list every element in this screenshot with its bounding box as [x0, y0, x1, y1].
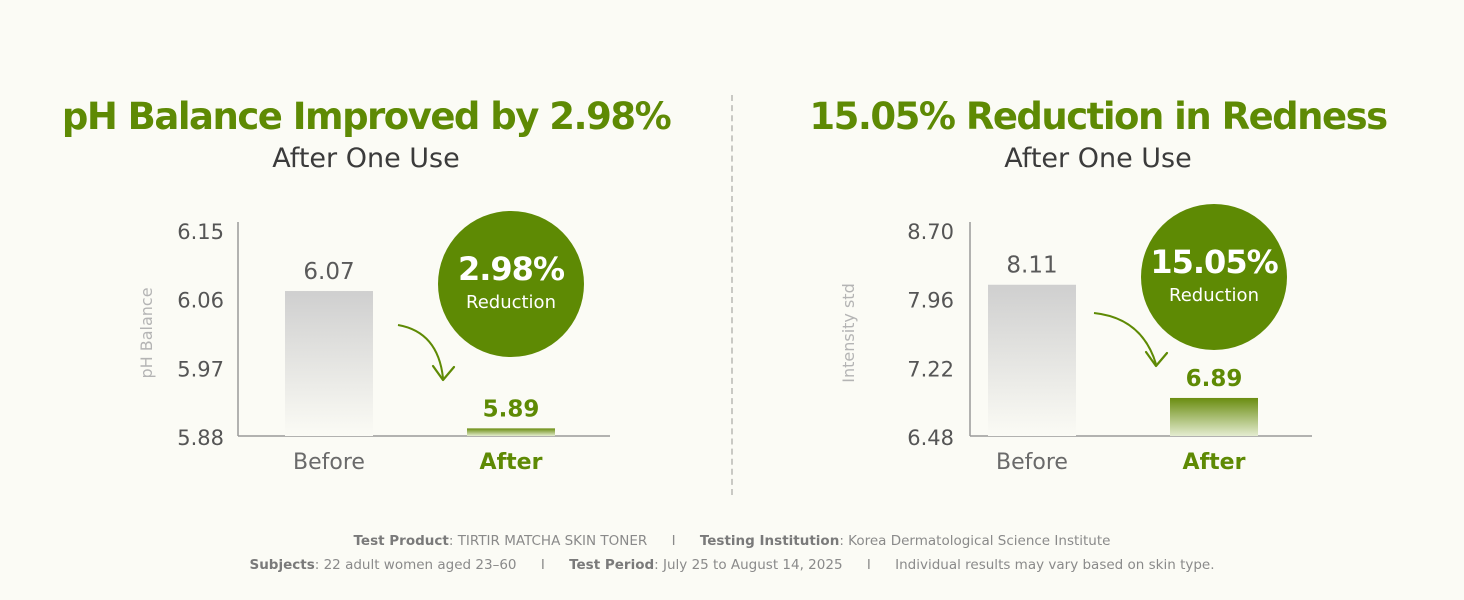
y-axis-label: pH Balance [137, 287, 156, 378]
footer-line-1: Test Product: TIRTIR MATCHA SKIN TONER I… [353, 533, 1111, 549]
bar-after [467, 428, 555, 436]
reduction-badge [438, 211, 584, 357]
badge-value: 2.98% [458, 250, 565, 288]
value-label-after: 5.89 [483, 396, 540, 422]
footer-line-2: Subjects: 22 adult women aged 23–60 I Te… [249, 557, 1215, 573]
bar-before [988, 284, 1076, 436]
footer-separator: I [540, 557, 545, 573]
category-label-before: Before [996, 450, 1068, 475]
y-tick-label: 6.48 [907, 426, 954, 450]
bar-after [1170, 397, 1258, 436]
badge-label: Reduction [1169, 285, 1259, 306]
footer-test-product-key: Test Product [353, 533, 449, 549]
footer-institution-value: Korea Dermatological Science Institute [848, 533, 1111, 549]
footer-subjects-key: Subjects [249, 557, 315, 573]
y-tick-label: 5.88 [177, 426, 224, 450]
chart-title-redness: 15.05% Reduction in Redness [809, 95, 1388, 138]
reduction-arrow [397, 324, 444, 379]
footer-test-product-value: TIRTIR MATCHA SKIN TONER [457, 533, 648, 549]
y-axis-label: Intensity std [839, 283, 858, 383]
footer-period-key: Test Period [569, 557, 655, 573]
chart-title-ph: pH Balance Improved by 2.98% [61, 95, 672, 138]
footer-institution-key: Testing Institution [699, 533, 840, 549]
y-tick-label: 7.22 [907, 357, 954, 381]
center-divider [731, 95, 733, 495]
footer-note: Individual results may vary based on ski… [895, 557, 1215, 573]
footer-separator: I [866, 557, 871, 573]
reduction-arrow [1093, 312, 1157, 365]
y-tick-label: 7.96 [907, 289, 954, 313]
reduction-arrowhead [1144, 350, 1169, 368]
y-tick-label: 8.70 [907, 220, 954, 244]
footer-period-value: July 25 to August 14, 2025 [663, 557, 843, 573]
badge-label: Reduction [466, 292, 556, 313]
value-label-before: 8.11 [1006, 253, 1057, 279]
badge-value: 15.05% [1150, 243, 1278, 281]
ph-balance-chart: 6.15 6.06 5.97 5.88 pH Balance 6.07 Before 5.89… [137, 211, 610, 475]
y-tick-label: 6.15 [177, 220, 224, 244]
y-tick-label: 5.97 [177, 357, 224, 381]
value-label-after: 6.89 [1186, 366, 1243, 392]
reduction-arrowhead [431, 364, 456, 382]
bar-before [285, 291, 373, 436]
footer-separator: I [671, 533, 676, 549]
chart-subtitle-redness: After One Use [1004, 143, 1192, 174]
category-label-before: Before [293, 450, 365, 475]
value-label-before: 6.07 [303, 259, 354, 285]
chart-subtitle-ph: After One Use [272, 143, 460, 174]
redness-chart: 8.70 7.96 7.22 6.48 Intensity std 8.11 Before 6… [839, 204, 1312, 475]
reduction-badge [1141, 204, 1287, 350]
category-label-after: After [480, 450, 543, 475]
y-tick-label: 6.06 [177, 289, 224, 313]
footer-subjects-value: 22 adult women aged 23–60 [323, 557, 517, 573]
category-label-after: After [1183, 450, 1246, 475]
